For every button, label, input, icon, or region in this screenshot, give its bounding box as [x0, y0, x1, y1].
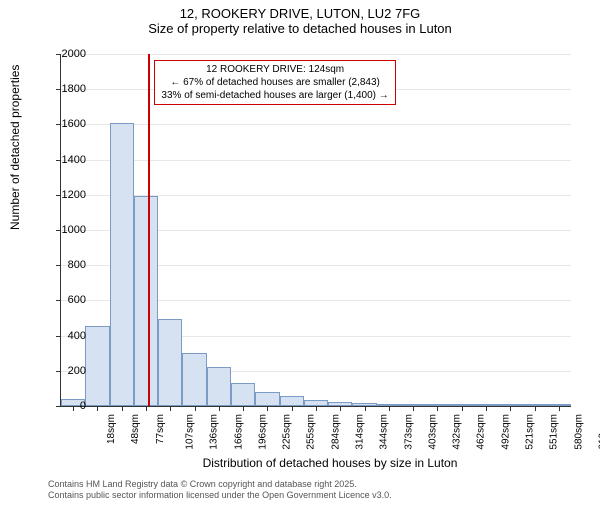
xtick-mark: [535, 406, 536, 411]
gridline: [61, 160, 571, 161]
ytick-label: 1400: [46, 154, 86, 166]
xtick-mark: [122, 406, 123, 411]
ytick-label: 1000: [46, 224, 86, 236]
annotation-line1: 12 ROOKERY DRIVE: 124sqm: [161, 63, 388, 76]
histogram-bar: [110, 123, 134, 406]
xtick-label: 255sqm: [306, 414, 317, 450]
xtick-mark: [97, 406, 98, 411]
xtick-label: 492sqm: [500, 414, 511, 450]
marker-line: [148, 54, 150, 406]
ytick-label: 0: [46, 400, 86, 412]
xtick-label: 432sqm: [452, 414, 463, 450]
xtick-label: 77sqm: [155, 414, 166, 444]
xtick-label: 462sqm: [476, 414, 487, 450]
annotation-box: 12 ROOKERY DRIVE: 124sqm ← 67% of detach…: [154, 60, 395, 105]
ytick-label: 1600: [46, 118, 86, 130]
histogram-bar: [182, 353, 206, 406]
ytick-label: 400: [46, 330, 86, 342]
xtick-label: 196sqm: [257, 414, 268, 450]
xtick-label: 403sqm: [427, 414, 438, 450]
xtick-mark: [437, 406, 438, 411]
xtick-label: 551sqm: [549, 414, 560, 450]
histogram-bar: [255, 392, 279, 406]
xtick-label: 107sqm: [185, 414, 196, 450]
xtick-label: 166sqm: [233, 414, 244, 450]
xtick-label: 373sqm: [403, 414, 414, 450]
xtick-label: 48sqm: [130, 414, 141, 444]
xtick-mark: [170, 406, 171, 411]
xtick-label: 580sqm: [573, 414, 584, 450]
xtick-mark: [510, 406, 511, 411]
histogram-bar: [280, 396, 304, 406]
plot-area: 12 ROOKERY DRIVE: 124sqm ← 67% of detach…: [60, 54, 571, 407]
xtick-mark: [559, 406, 560, 411]
xtick-mark: [292, 406, 293, 411]
histogram-bar: [207, 367, 231, 406]
ytick-label: 1200: [46, 189, 86, 201]
xtick-mark: [389, 406, 390, 411]
chart-title-main: 12, ROOKERY DRIVE, LUTON, LU2 7FG: [0, 6, 600, 21]
y-axis-label: Number of detached properties: [8, 65, 22, 230]
gridline: [61, 124, 571, 125]
annotation-line2: ← 67% of detached houses are smaller (2,…: [161, 76, 388, 89]
xtick-label: 344sqm: [379, 414, 390, 450]
ytick-label: 2000: [46, 48, 86, 60]
xtick-label: 284sqm: [330, 414, 341, 450]
xtick-label: 225sqm: [282, 414, 293, 450]
histogram-bar: [85, 326, 109, 406]
footer-line1: Contains HM Land Registry data © Crown c…: [48, 479, 392, 491]
x-axis-label: Distribution of detached houses by size …: [30, 456, 600, 470]
ytick-label: 800: [46, 259, 86, 271]
histogram-bar: [231, 383, 255, 406]
xtick-mark: [365, 406, 366, 411]
histogram-bar: [134, 196, 158, 406]
xtick-label: 521sqm: [525, 414, 536, 450]
xtick-mark: [243, 406, 244, 411]
chart-container: 12, ROOKERY DRIVE, LUTON, LU2 7FG Size o…: [0, 6, 600, 506]
annotation-line3: 33% of semi-detached houses are larger (…: [161, 89, 388, 102]
ytick-label: 600: [46, 294, 86, 306]
xtick-mark: [413, 406, 414, 411]
xtick-label: 18sqm: [106, 414, 117, 444]
ytick-label: 1800: [46, 83, 86, 95]
xtick-mark: [316, 406, 317, 411]
chart-title-sub: Size of property relative to detached ho…: [0, 21, 600, 36]
xtick-mark: [219, 406, 220, 411]
footer-attribution: Contains HM Land Registry data © Crown c…: [48, 479, 392, 502]
xtick-mark: [195, 406, 196, 411]
histogram-bar: [158, 319, 182, 406]
ytick-label: 200: [46, 365, 86, 377]
footer-line2: Contains public sector information licen…: [48, 490, 392, 502]
xtick-mark: [462, 406, 463, 411]
xtick-mark: [146, 406, 147, 411]
xtick-label: 136sqm: [209, 414, 220, 450]
xtick-mark: [486, 406, 487, 411]
xtick-label: 314sqm: [355, 414, 366, 450]
xtick-mark: [267, 406, 268, 411]
gridline: [61, 54, 571, 55]
xtick-mark: [340, 406, 341, 411]
